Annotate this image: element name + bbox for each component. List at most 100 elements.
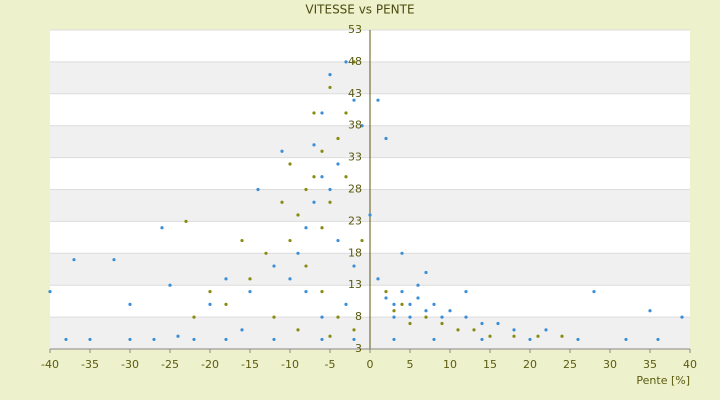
point xyxy=(360,238,364,243)
x-tick-label: -25 xyxy=(161,358,179,371)
point xyxy=(440,321,444,326)
point xyxy=(344,111,348,115)
point xyxy=(320,111,324,115)
point xyxy=(352,337,356,342)
point xyxy=(336,162,340,166)
point xyxy=(544,328,548,332)
point xyxy=(112,258,116,262)
point xyxy=(344,175,348,179)
point xyxy=(440,315,444,319)
point xyxy=(432,302,436,306)
point xyxy=(656,337,660,342)
point xyxy=(288,238,292,243)
point xyxy=(248,289,252,294)
point xyxy=(424,309,428,313)
point xyxy=(352,98,356,102)
y-tick-label: 28 xyxy=(348,183,362,196)
x-tick-label: 10 xyxy=(443,358,457,371)
point xyxy=(408,302,412,306)
point xyxy=(328,187,332,192)
point xyxy=(448,309,452,313)
point xyxy=(312,175,316,179)
point xyxy=(480,321,484,326)
point xyxy=(480,337,484,342)
x-tick-label: -15 xyxy=(241,358,259,371)
point xyxy=(464,289,468,294)
point xyxy=(352,264,356,268)
point xyxy=(256,187,260,192)
chart-title: VITESSE vs PENTE xyxy=(305,3,414,17)
point xyxy=(352,328,356,332)
y-tick-label: 43 xyxy=(348,87,362,100)
point xyxy=(384,136,388,141)
point xyxy=(376,98,380,102)
point xyxy=(208,302,212,306)
point xyxy=(192,315,196,319)
point xyxy=(48,289,52,294)
point xyxy=(344,302,348,306)
y-tick-label: 18 xyxy=(348,246,362,259)
x-tick-label: -10 xyxy=(281,358,299,371)
x-tick-label: 30 xyxy=(603,358,617,371)
point xyxy=(384,289,388,294)
point xyxy=(576,337,580,342)
point xyxy=(456,328,460,332)
point xyxy=(432,337,436,342)
point xyxy=(512,334,516,338)
point xyxy=(392,337,396,342)
point xyxy=(328,73,332,77)
point xyxy=(288,277,292,281)
x-tick-label: -5 xyxy=(325,358,336,371)
point xyxy=(128,302,132,306)
y-tick-label: 8 xyxy=(355,310,362,323)
point xyxy=(304,187,308,192)
point xyxy=(328,200,332,204)
point xyxy=(240,238,244,243)
x-tick-label: 0 xyxy=(367,358,374,371)
x-tick-label: -20 xyxy=(201,358,219,371)
point xyxy=(272,315,276,319)
point xyxy=(296,213,300,217)
point xyxy=(392,315,396,319)
point xyxy=(304,289,308,294)
point xyxy=(328,85,332,90)
point xyxy=(128,337,132,342)
point xyxy=(88,337,92,342)
point xyxy=(472,328,476,332)
point xyxy=(280,200,284,204)
point xyxy=(392,309,396,313)
point xyxy=(320,175,324,179)
point xyxy=(320,226,324,230)
point xyxy=(320,337,324,342)
x-tick-label: 35 xyxy=(643,358,657,371)
point xyxy=(528,337,532,342)
point xyxy=(592,289,596,294)
point xyxy=(312,143,316,147)
point xyxy=(264,251,268,255)
point xyxy=(312,111,316,115)
point xyxy=(296,328,300,332)
y-tick-label: 38 xyxy=(348,119,362,132)
point xyxy=(560,334,564,338)
point xyxy=(624,337,628,342)
point xyxy=(224,302,228,306)
point xyxy=(680,315,684,319)
x-tick-label: 25 xyxy=(563,358,577,371)
point xyxy=(272,337,276,342)
point xyxy=(192,337,196,342)
point xyxy=(208,289,212,294)
point xyxy=(416,296,420,300)
point xyxy=(400,251,404,255)
y-tick-label: 33 xyxy=(348,151,362,164)
point xyxy=(312,200,316,204)
point xyxy=(336,238,340,243)
point xyxy=(304,264,308,268)
point xyxy=(376,277,380,281)
point xyxy=(152,337,156,342)
point xyxy=(248,277,252,281)
point xyxy=(64,337,68,342)
point xyxy=(224,337,228,342)
point xyxy=(512,328,516,332)
point xyxy=(280,149,284,153)
